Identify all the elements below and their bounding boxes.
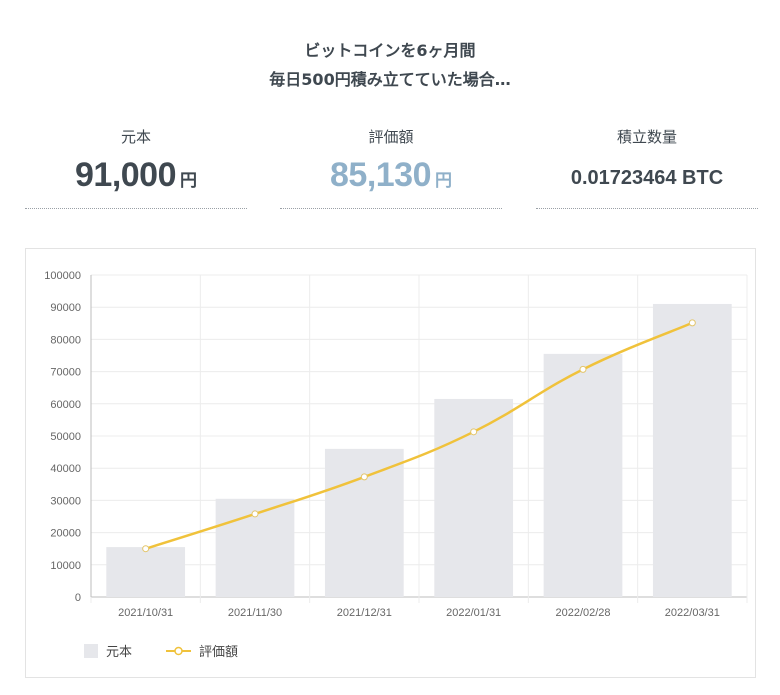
principal-unit: 円 (180, 171, 197, 190)
bar-principal (106, 547, 186, 597)
y-tick-label: 70000 (50, 367, 81, 379)
y-tick-label: 40000 (50, 463, 81, 475)
bar-principal (324, 448, 404, 597)
valuation-label: 評価額 (368, 128, 414, 146)
chart-container: 0 10000 20000 30000 40000 50000 60000 70000 8000… (25, 248, 756, 678)
valuation-value-wrap: 85,130 円 (280, 156, 502, 195)
bar-principal (543, 353, 623, 597)
x-tick-label: 2022/01/31 (446, 607, 501, 619)
principal-stat: 元本 91,000 円 (25, 126, 247, 209)
valuation-point (251, 510, 259, 518)
y-tick-label: 30000 (50, 495, 81, 507)
x-tick-label: 2022/03/31 (665, 607, 720, 619)
headline: ビットコインを6ヶ月間 毎日500円積み立てていた場合… (0, 36, 780, 94)
quantity-stat: 積立数量 0.01723464 BTC (536, 126, 758, 209)
quantity-label: 積立数量 (616, 128, 677, 146)
legend-label-principal: 元本 (106, 644, 132, 659)
x-tick-label: 2022/02/28 (555, 607, 610, 619)
y-tick-label: 80000 (50, 334, 81, 346)
valuation-point (142, 545, 150, 553)
quantity-value: 0.01723464 BTC (570, 167, 724, 189)
y-tick-label: 60000 (50, 399, 81, 411)
x-tick-label: 2021/11/30 (228, 607, 282, 619)
valuation-point (360, 473, 368, 481)
x-tick-label: 2021/10/31 (118, 607, 173, 619)
x-tick-label: 2021/12/31 (337, 607, 392, 619)
valuation-line (145, 321, 693, 550)
y-tick-label: 90000 (50, 302, 81, 314)
y-tick-label: 0 (75, 592, 81, 604)
headline-line-1: ビットコインを6ヶ月間 (304, 41, 476, 60)
y-tick-label: 50000 (50, 431, 81, 443)
chart-svg: 0 10000 20000 30000 40000 50000 60000 70000 8000… (44, 270, 748, 659)
legend-swatch-principal (84, 644, 98, 658)
quantity-value-wrap: 0.01723464 BTC (536, 156, 758, 200)
bar-principal (652, 303, 732, 597)
y-tick-label: 100000 (44, 270, 81, 282)
valuation-value: 85,130 (330, 156, 432, 194)
y-tick-label: 20000 (50, 528, 81, 540)
valuation-unit: 円 (435, 171, 452, 190)
valuation-point (470, 428, 478, 436)
valuation-point (579, 365, 587, 373)
principal-value-wrap: 91,000 円 (25, 156, 247, 195)
legend-label-valuation: 評価額 (199, 644, 238, 659)
valuation-point (688, 319, 696, 327)
valuation-stat: 評価額 85,130 円 (280, 126, 502, 209)
legend-marker-valuation (174, 646, 183, 656)
headline-line-2: 毎日500円積み立てていた場合… (269, 70, 511, 89)
principal-label: 元本 (120, 128, 151, 146)
y-tick-label: 10000 (50, 560, 81, 572)
principal-value: 91,000 (75, 156, 177, 194)
